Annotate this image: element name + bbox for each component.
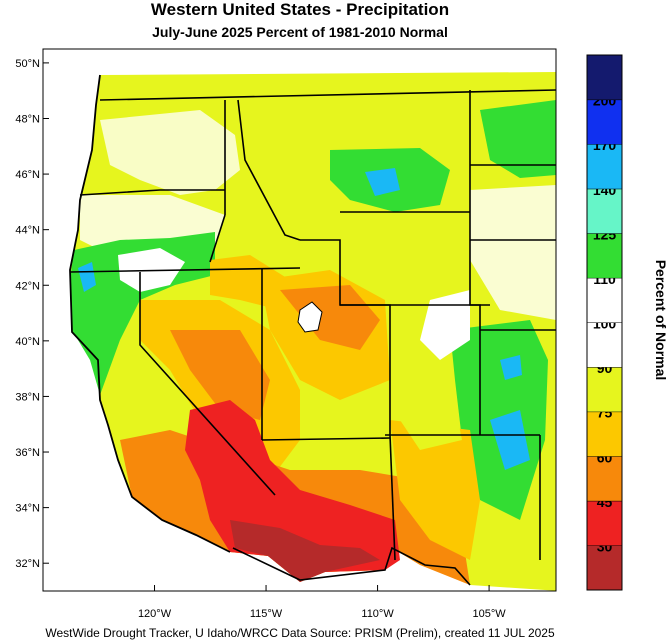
longitude-ticks: 120°W 115°W 110°W 105°W [138,585,506,620]
legend-swatch [587,144,622,189]
lat-tick-label: 40°N [15,336,40,348]
legend-swatch [587,545,622,590]
legend-swatch [587,188,622,234]
lat-tick-label: 44°N [15,225,40,237]
region-nm-yellow [390,420,480,560]
region-nv-deep-orange [170,330,270,420]
lat-tick-label: 32°N [15,558,40,570]
legend-swatch [587,55,622,100]
lon-tick-label: 105°W [473,608,507,620]
legend-frame [586,54,623,591]
region-co-white [420,290,470,360]
legend-swatch [587,367,622,412]
lon-tick-label: 120°W [138,608,172,620]
latitude-ticks: 50°N 48°N 46°N 44°N 42°N 40°N 38°N 36°N 34°N 32°N [15,58,49,570]
state-borders [69,89,556,586]
lat-tick-label: 36°N [15,447,40,459]
data-credit: WestWide Drought Tracker, U Idaho/WRCC D… [45,626,555,640]
region-sw-darkred [230,520,380,582]
legend-swatch [587,456,622,501]
lat-tick-label: 48°N [15,113,40,125]
great-salt-lake [297,301,323,333]
coastline [69,74,231,553]
region-norcal-blue [78,262,96,292]
region-ut-deep-orange [280,285,380,350]
region-ks-blue [500,355,522,380]
region-ne-white [470,185,556,320]
lat-tick-label: 38°N [15,391,40,403]
region-co-blue [490,410,530,470]
lat-tick-label: 46°N [15,169,40,181]
legend-swatch [587,500,622,546]
legend-swatch [587,233,622,278]
legend-swatch [587,411,622,457]
lat-tick-label: 42°N [15,280,40,292]
map-subtitle: July-June 2025 Percent of 1981-2010 Norm… [152,24,448,40]
region-nd-green [480,100,556,178]
map-title: Western United States - Precipitation [150,0,450,19]
lat-tick-label: 34°N [15,503,40,515]
lon-tick-label: 115°W [250,608,283,620]
lon-tick-label: 110°W [361,608,394,620]
region-nm-yellowgreen [395,380,462,450]
legend-title: Percent of Normal [653,260,669,381]
legend-swatch [587,277,622,323]
legend-swatch [587,322,622,368]
region-norcal-green [70,232,215,395]
region-wa-white [100,110,240,195]
map-frame [42,48,557,592]
legend-swatch [587,99,622,145]
region-mt-blue [365,168,400,196]
lat-tick-label: 50°N [15,58,40,70]
